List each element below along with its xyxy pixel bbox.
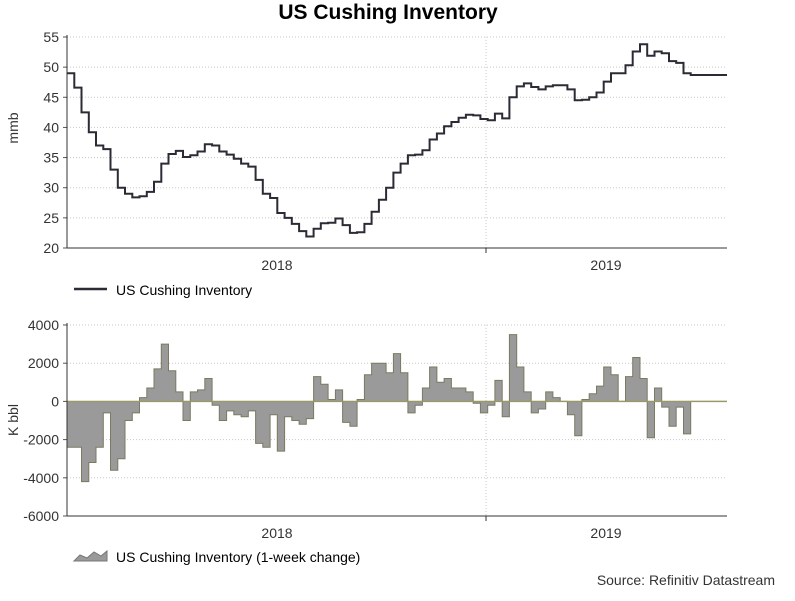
change-y-tick-label: -2000 [23, 432, 59, 448]
change-y-tick-label: 4000 [28, 317, 59, 333]
inventory-y-tick-label: 20 [43, 240, 59, 256]
change-x-tick-label: 2019 [590, 525, 621, 541]
inventory-legend: US Cushing Inventory [74, 282, 252, 298]
inventory-panel: 20 25 30 35 40 45 50 55 2018 2019 [43, 29, 727, 273]
change-x-tick-label: 2018 [261, 525, 292, 541]
inventory-y-tick-label: 45 [43, 89, 59, 105]
change-y-tick-label: 2000 [28, 355, 59, 371]
change-y-tick-label: 0 [51, 393, 59, 409]
source-note: Source: Refinitiv Datastream [597, 572, 775, 588]
inventory-y-tick-label: 25 [43, 210, 59, 226]
change-legend: US Cushing Inventory (1-week change) [74, 549, 360, 565]
change-y-axis-label: K bbl [5, 404, 21, 436]
chart-title: US Cushing Inventory [278, 1, 498, 24]
inventory-x-tick-label: 2019 [590, 257, 621, 273]
inventory-x-tick-label: 2018 [261, 257, 292, 273]
change-legend-swatch [74, 551, 107, 561]
change-y-tick-label: -4000 [23, 470, 59, 486]
inventory-y-tick-label: 50 [43, 59, 59, 75]
inventory-y-tick-label: 30 [43, 180, 59, 196]
inventory-y-tick-label: 40 [43, 119, 59, 135]
inventory-line [67, 44, 727, 236]
inventory-legend-label: US Cushing Inventory [116, 282, 252, 298]
change-legend-label: US Cushing Inventory (1-week change) [116, 549, 360, 565]
inventory-y-tick-label: 55 [43, 29, 59, 45]
change-panel: -6000 -4000 -2000 0 2000 4000 2018 2019 [23, 317, 727, 541]
inventory-y-axis-label: mmb [5, 112, 21, 143]
inventory-y-tick-label: 35 [43, 150, 59, 166]
change-y-tick-label: -6000 [23, 508, 59, 524]
change-area [67, 335, 727, 482]
chart-canvas: US Cushing Inventory 20 25 30 35 40 45 50 55 201… [0, 0, 795, 601]
